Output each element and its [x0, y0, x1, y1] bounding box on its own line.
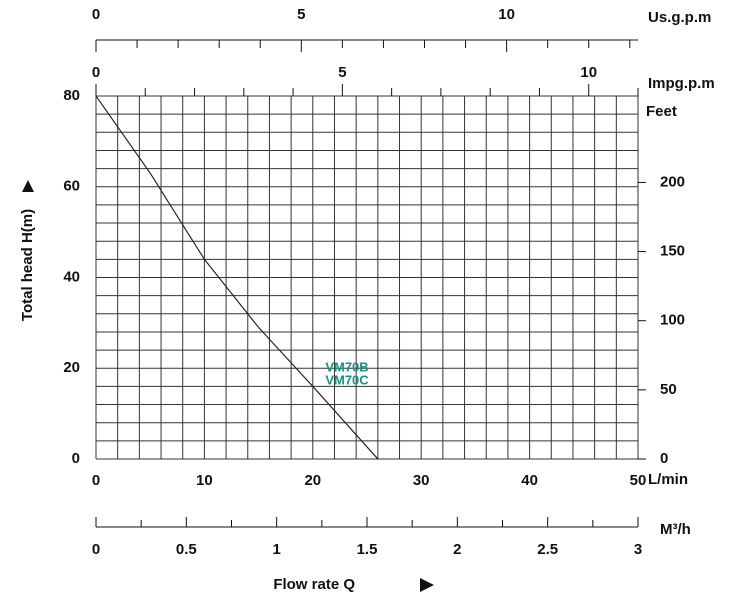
- top-tick-label: 10: [580, 64, 597, 81]
- x-tick-label: 10: [196, 472, 213, 489]
- top-axis-label: Us.g.p.m: [648, 9, 711, 26]
- series-label: VM70B: [325, 359, 368, 374]
- y-tick-label: 40: [63, 268, 80, 285]
- y-tick-label: 0: [72, 450, 80, 467]
- series-label: VM70C: [325, 372, 369, 387]
- right-tick-label: 50: [660, 381, 677, 398]
- top-tick-label: 5: [338, 64, 346, 81]
- right-axis-label: Feet: [646, 103, 677, 120]
- right-tick-label: 150: [660, 243, 685, 260]
- bottom-tick-label: 3: [634, 541, 642, 558]
- x-tick-label: 20: [304, 472, 321, 489]
- bottom-tick-label: 2.5: [537, 541, 558, 558]
- curve: [95, 95, 379, 460]
- x-unit: L/min: [648, 471, 688, 488]
- y-tick-label: 20: [63, 359, 80, 376]
- x-tick-label: 40: [521, 472, 538, 489]
- bottom-tick-label: 1.5: [357, 541, 378, 558]
- right-tick-label: 100: [660, 312, 685, 329]
- y-arrow: [22, 180, 34, 192]
- right-tick-label: 0: [660, 450, 668, 467]
- top-tick-label: 0: [92, 6, 100, 23]
- top-axis-label: Impg.p.m: [648, 75, 715, 92]
- top-tick-label: 0: [92, 64, 100, 81]
- top-tick-label: 5: [297, 6, 305, 23]
- y-tick-label: 80: [63, 87, 80, 104]
- y-tick-label: 60: [63, 178, 80, 195]
- x-tick-label: 0: [92, 472, 100, 489]
- bottom-tick-label: 1: [272, 541, 280, 558]
- x-tick-label: 50: [630, 472, 647, 489]
- y-axis-label: Total head H(m): [19, 209, 36, 321]
- bottom-tick-label: 0: [92, 541, 100, 558]
- x-axis-label: Flow rate Q: [273, 576, 355, 593]
- x-arrow: [420, 578, 434, 592]
- x-tick-label: 30: [413, 472, 430, 489]
- bottom-axis-label: M³/h: [660, 521, 691, 538]
- top-tick-label: 10: [498, 6, 515, 23]
- right-tick-label: 200: [660, 173, 685, 190]
- bottom-tick-label: 0.5: [176, 541, 197, 558]
- bottom-tick-label: 2: [453, 541, 461, 558]
